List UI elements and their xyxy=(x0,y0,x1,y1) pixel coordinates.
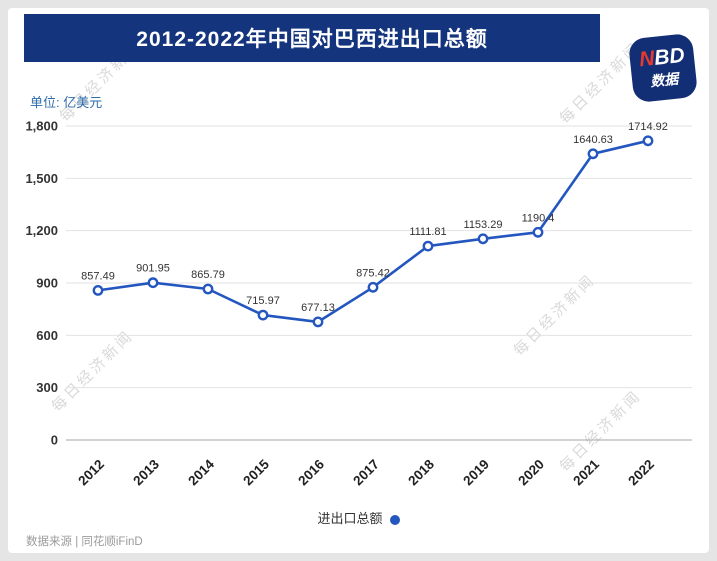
y-tick-label: 1,200 xyxy=(25,223,58,238)
unit-label: 单位: 亿美元 xyxy=(30,95,103,110)
x-tick-label: 2019 xyxy=(460,457,492,489)
logo-text-white: BD xyxy=(653,44,686,71)
x-tick-label: 2015 xyxy=(240,456,272,488)
data-point-label: 865.79 xyxy=(191,269,225,281)
data-point-label: 901.95 xyxy=(136,263,170,275)
chart-card: 2012-2022年中国对巴西进出口总额 NBD 数据 单位: 亿美元 每日经济… xyxy=(8,8,709,553)
y-tick-label: 600 xyxy=(36,328,58,343)
watermark: 每日经济新闻 xyxy=(556,387,645,476)
x-tick-label: 2018 xyxy=(405,456,437,488)
nbd-logo: NBD 数据 xyxy=(627,32,699,104)
header-bar: 2012-2022年中国对巴西进出口总额 xyxy=(24,14,600,62)
data-point-label: 715.97 xyxy=(246,295,280,307)
nbd-logo-text: NBD xyxy=(638,44,686,72)
data-point xyxy=(532,226,544,238)
chart-legend: 进出口总额 xyxy=(8,508,709,527)
x-tick-label: 2016 xyxy=(295,456,327,488)
data-point-label: 1190.4 xyxy=(522,212,555,224)
data-point xyxy=(92,284,104,296)
data-point-label: 1153.29 xyxy=(464,219,503,231)
data-point xyxy=(312,316,324,328)
x-tick-label: 2020 xyxy=(515,457,547,489)
x-tick-label: 2014 xyxy=(185,456,217,488)
y-tick-label: 1,500 xyxy=(25,171,58,186)
data-point xyxy=(642,135,654,147)
data-point-label: 875.42 xyxy=(356,267,390,279)
data-point xyxy=(147,277,159,289)
data-point xyxy=(477,233,489,245)
data-source: 数据来源 | 同花顺iFinD xyxy=(26,536,143,548)
data-point xyxy=(587,148,599,160)
data-point-label: 1640.63 xyxy=(573,134,613,146)
x-tick-label: 2012 xyxy=(75,457,107,489)
legend-dot xyxy=(389,514,400,525)
legend-label: 进出口总额 xyxy=(317,511,383,526)
x-tick-label: 2022 xyxy=(625,457,657,489)
data-point-label: 1111.81 xyxy=(409,226,446,238)
watermark: 每日经济新闻 xyxy=(48,327,137,416)
data-point-label: 677.13 xyxy=(301,302,335,314)
data-point xyxy=(257,309,269,321)
y-tick-label: 0 xyxy=(51,433,58,448)
data-point-label: 1714.92 xyxy=(628,121,668,133)
chart-title: 2012-2022年中国对巴西进出口总额 xyxy=(136,28,488,51)
x-tick-label: 2013 xyxy=(130,456,162,488)
data-point xyxy=(202,283,214,295)
data-point-label: 857.49 xyxy=(81,270,115,282)
y-tick-label: 1,800 xyxy=(25,119,58,134)
x-tick-label: 2017 xyxy=(350,457,382,489)
watermark: 每日经济新闻 xyxy=(510,271,599,360)
data-point xyxy=(367,281,379,293)
y-tick-label: 900 xyxy=(36,276,58,291)
data-point xyxy=(422,240,434,252)
logo-subtext: 数据 xyxy=(649,70,679,89)
